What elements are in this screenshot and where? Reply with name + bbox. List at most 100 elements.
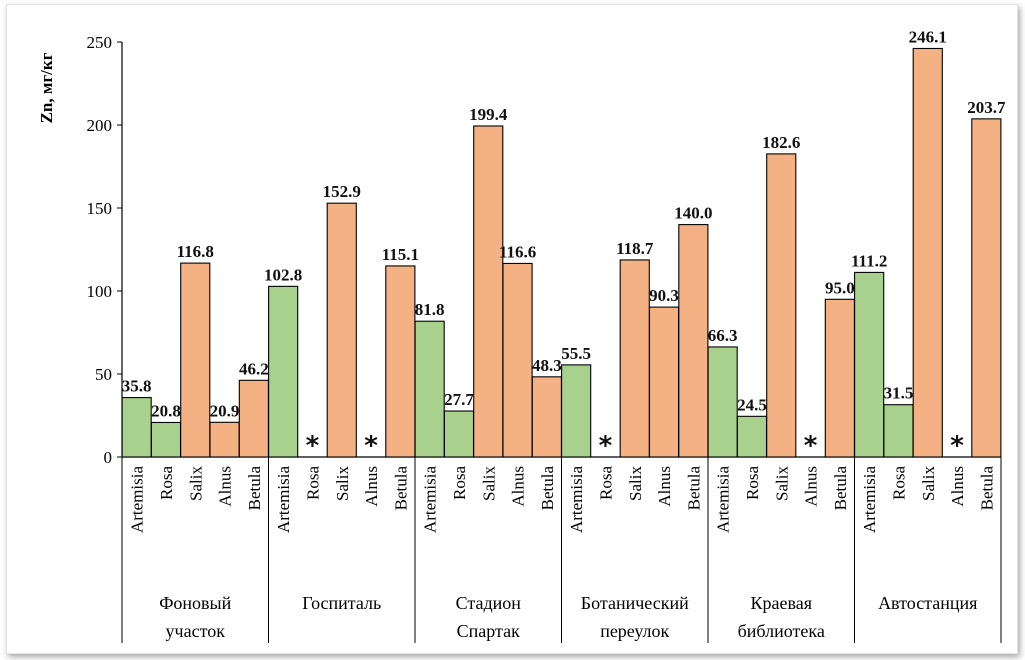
species-label: Betula	[391, 466, 410, 511]
data-label: 55.5	[561, 344, 591, 363]
species-label: Betula	[684, 466, 703, 511]
bars	[121, 47, 1002, 458]
bar-artemisia	[268, 285, 299, 458]
bar-rosa	[736, 415, 768, 458]
species-label: Salix	[919, 466, 938, 501]
missing-marker: *	[599, 431, 613, 461]
species-label: Artemisia	[421, 466, 440, 533]
species-label: Artemisia	[274, 466, 293, 533]
data-labels: 35.8 20.8 116.8 20.9 46.2 102.8 * 152.9 * 115.1 81…	[122, 27, 1006, 461]
group-label: переулок	[600, 621, 669, 641]
species-label: Rosa	[889, 466, 908, 500]
data-label: 95.0	[825, 278, 855, 297]
group-label: Автостанция	[878, 593, 977, 613]
species-label: Salix	[333, 466, 352, 501]
data-label: 203.7	[967, 98, 1006, 117]
species-label: Rosa	[743, 466, 762, 500]
data-label: 116.6	[499, 242, 536, 261]
data-label: 27.7	[444, 390, 474, 409]
bar-betula	[238, 379, 269, 458]
bar-artemisia	[854, 271, 885, 458]
bar-betula	[971, 118, 1002, 458]
species-label: Artemisia	[567, 466, 586, 533]
species-label: Betula	[831, 466, 850, 511]
species-label: Betula	[245, 466, 264, 511]
missing-marker: *	[950, 431, 964, 461]
bar-rosa	[150, 421, 182, 458]
data-label: 102.8	[264, 265, 302, 284]
category-labels: Artemisia Rosa Salix Alnus Betula Фоновый учас…	[128, 466, 997, 641]
bar-alnus	[648, 306, 680, 458]
bar-salix	[766, 153, 797, 458]
data-label: 90.3	[649, 286, 679, 305]
bar-rosa	[883, 404, 914, 458]
group-label: Фоновый	[159, 593, 231, 613]
bar-salix	[473, 125, 504, 458]
species-label: Rosa	[303, 466, 322, 500]
y-axis-label: Zn, мг/кг	[37, 52, 56, 123]
y-tick-label: 50	[95, 365, 112, 384]
data-label: 31.5	[884, 384, 914, 403]
species-label: Salix	[186, 466, 205, 501]
species-label: Alnus	[509, 466, 528, 507]
data-label: 140.0	[674, 204, 712, 223]
bar-betula	[678, 224, 709, 458]
species-label: Artemisia	[714, 466, 733, 533]
data-label: 81.8	[415, 300, 445, 319]
bar-salix	[326, 202, 357, 458]
data-label: 116.8	[177, 242, 214, 261]
group-label: Спартак	[457, 621, 520, 641]
data-label: 48.3	[532, 356, 562, 375]
species-label: Alnus	[216, 466, 235, 507]
species-label: Alnus	[802, 466, 821, 507]
bar-artemisia	[707, 346, 738, 458]
species-label: Betula	[977, 466, 996, 511]
data-label: 24.5	[737, 395, 767, 414]
bar-artemisia	[561, 364, 592, 458]
species-label: Alnus	[948, 466, 967, 507]
data-label: 182.6	[762, 133, 800, 152]
group-label: Краевая	[750, 593, 812, 613]
species-label: Salix	[479, 466, 498, 501]
bar-salix	[180, 262, 211, 458]
data-label: 246.1	[909, 27, 947, 46]
group-label: участок	[166, 621, 226, 641]
group-label: Ботанический	[581, 593, 689, 613]
data-label: 118.7	[616, 239, 654, 258]
missing-marker: *	[364, 431, 378, 461]
bar-artemisia	[121, 397, 152, 458]
bar-betula	[531, 376, 562, 458]
y-tick-label: 250	[87, 33, 113, 52]
species-label: Rosa	[157, 466, 176, 500]
data-label: 20.8	[151, 401, 181, 420]
y-tick-label: 100	[87, 282, 113, 301]
group-label: Стадион	[456, 593, 522, 613]
bar-rosa	[443, 410, 475, 458]
bar-alnus	[502, 262, 533, 458]
bar-betula	[385, 265, 416, 458]
missing-marker: *	[306, 431, 320, 461]
y-tick-label: 0	[104, 448, 113, 467]
species-label: Rosa	[596, 466, 615, 500]
bar-salix	[619, 259, 650, 458]
species-label: Alnus	[362, 466, 381, 507]
bar-salix	[912, 47, 943, 458]
group-label: Госпиталь	[302, 593, 381, 613]
species-label: Betula	[538, 466, 557, 511]
bar-alnus	[209, 421, 240, 458]
data-label: 111.2	[851, 251, 887, 270]
species-label: Artemisia	[128, 466, 147, 533]
species-label: Artemisia	[860, 466, 879, 533]
data-label: 35.8	[122, 377, 152, 396]
species-label: Salix	[626, 466, 645, 501]
species-label: Alnus	[655, 466, 674, 507]
data-label: 115.1	[382, 245, 419, 264]
missing-marker: *	[804, 431, 818, 461]
bar-artemisia	[414, 320, 445, 458]
species-label: Rosa	[450, 466, 469, 500]
data-label: 46.2	[239, 359, 269, 378]
data-label: 152.9	[323, 182, 361, 201]
species-label: Salix	[772, 466, 791, 501]
data-label: 66.3	[708, 326, 738, 345]
